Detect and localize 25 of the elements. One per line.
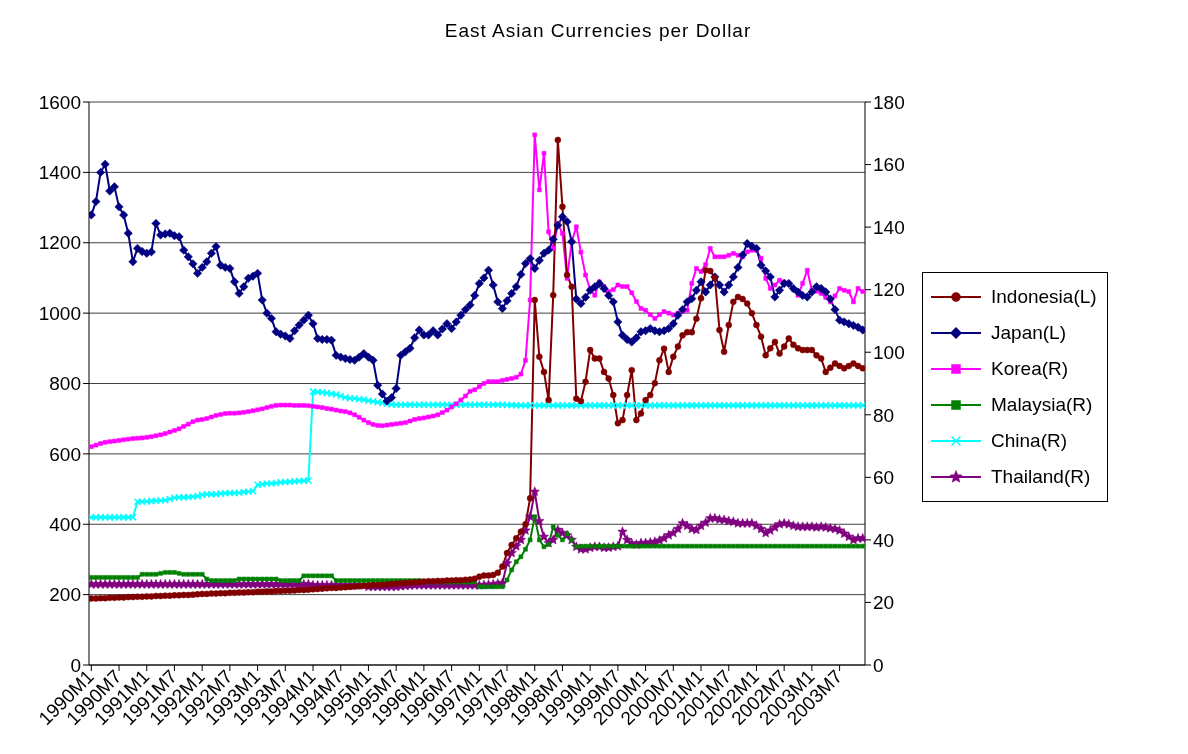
y2-tick-label: 120 bbox=[873, 279, 905, 301]
legend-label: Japan(L) bbox=[991, 322, 1066, 344]
y2-tick-label: 180 bbox=[873, 91, 905, 113]
y2-tick-label: 80 bbox=[873, 404, 895, 426]
y-tick-label: 1600 bbox=[38, 91, 81, 113]
y-tick-label: 400 bbox=[49, 513, 81, 535]
chart-title: East Asian Currencies per Dollar bbox=[443, 20, 753, 42]
y-tick-label: 1400 bbox=[38, 162, 81, 184]
y2-tick-label: 100 bbox=[873, 341, 905, 363]
y2-tick-label: 140 bbox=[873, 216, 905, 238]
y2-tick-label: 20 bbox=[873, 592, 895, 614]
legend-label: Thailand(R) bbox=[991, 466, 1091, 488]
y-tick-label: 800 bbox=[49, 373, 81, 395]
y2-tick-label: 0 bbox=[873, 654, 884, 676]
y2-tick-label: 160 bbox=[873, 154, 905, 176]
legend-label: Malaysia(R) bbox=[991, 394, 1093, 416]
legend-label: Indonesia(L) bbox=[991, 286, 1097, 308]
legend-label: China(R) bbox=[991, 430, 1068, 452]
y2-tick-label: 40 bbox=[873, 529, 895, 551]
legend-label: Korea(R) bbox=[991, 358, 1069, 380]
y-tick-label: 1000 bbox=[38, 302, 81, 324]
y-tick-label: 200 bbox=[49, 584, 81, 606]
y-tick-label: 1200 bbox=[38, 232, 81, 254]
y2-tick-label: 60 bbox=[873, 467, 895, 489]
y-tick-label: 600 bbox=[49, 443, 81, 465]
